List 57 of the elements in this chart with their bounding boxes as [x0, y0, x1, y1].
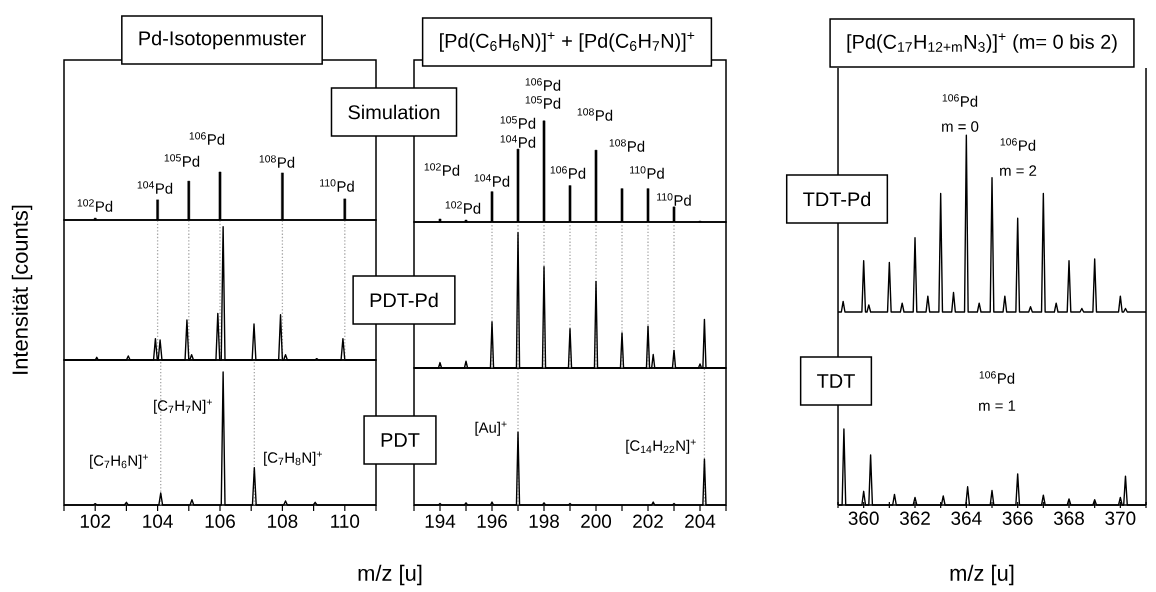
annotation: [C$_{14}$H$_{22}$N]$^{+}$	[626, 439, 696, 454]
text: $^{106}$Pd	[979, 371, 1015, 384]
x-tick-label: 104	[143, 514, 173, 528]
text: m = 0	[942, 121, 979, 132]
annotation: $^{110}$Pd	[657, 193, 691, 206]
annotation: $^{110}$Pd	[320, 179, 354, 192]
annotation: $^{104}$Pd	[500, 135, 536, 148]
annotation: [C$_{7}$H$_{7}$N]$^{+}$	[154, 399, 212, 414]
x-tick-label: 362	[899, 511, 930, 525]
x-tick-label: 360	[848, 511, 879, 525]
chart-title: [Pd(C$_{6}$H$_{6}$N)]$^{+}$ + [Pd(C$_{6}$H$_{7}$N)]$^{+}$	[440, 32, 695, 52]
x-tick-label: 202	[633, 514, 663, 528]
annotation: $^{110}$Pd	[630, 166, 664, 179]
x-tick-label: 196	[477, 514, 507, 528]
x-tick-label: 110	[331, 514, 360, 528]
x-tick-label: 370	[1105, 511, 1136, 525]
annotation: $^{106}$Pd	[550, 166, 586, 179]
chart-title: Pd-Isotopenmuster	[139, 30, 306, 50]
annotation: [C$_{7}$H$_{8}$N]$^{+}$	[264, 451, 322, 466]
annotation: $^{104}$Pd	[474, 174, 510, 187]
chart-subtitle: Simulation	[348, 104, 440, 120]
annotation: $^{106}$Pd	[1000, 138, 1036, 151]
x-tick-label: 198	[529, 514, 559, 528]
text: $^{106}$Pd	[525, 78, 561, 91]
y-axis-title: Intensität [counts]	[11, 205, 33, 374]
annotation: $^{104}$Pd	[137, 181, 173, 194]
x-axis-title: m/z [u]	[358, 564, 422, 586]
annotation: $^{105}$Pd	[500, 116, 536, 129]
text: $^{108}$Pd	[259, 155, 295, 168]
annotation: m = 2	[1000, 165, 1037, 176]
x-tick-label: 194	[425, 514, 456, 528]
text: $^{106}$Pd	[942, 94, 978, 107]
x-axis-title: m/z [u]	[950, 564, 1014, 586]
x-tick-label: 368	[1053, 511, 1084, 525]
x-tick-label: 200	[581, 514, 612, 528]
annotation: $^{102}$Pd	[77, 199, 113, 212]
text: $^{106}$Pd	[189, 132, 225, 145]
chart-title: TDT	[817, 374, 855, 388]
annotation: [Au]$^{+}$	[475, 421, 507, 436]
x-tick-label: 108	[268, 514, 298, 528]
annotation: $^{108}$Pd	[577, 108, 613, 121]
text: $^{105}$Pd	[164, 154, 200, 167]
x-tick-label: 364	[951, 511, 982, 525]
text: TDT-Pd	[803, 191, 871, 207]
text: PDT-Pd	[370, 292, 438, 308]
x-tick-label: 102	[80, 514, 111, 528]
text: PDT	[381, 433, 420, 447]
text: $^{105}$Pd	[525, 96, 561, 109]
x-tick-label: 204	[685, 514, 716, 528]
chart-title: [Pd(C$_{17}$H$_{12+m}$N$_{3}$)]$^{+}$ (m= 0 bis 2)	[847, 33, 1117, 53]
text: m = 1	[979, 400, 1016, 411]
annotation: $^{102}$Pd	[445, 201, 481, 214]
x-tick-label: 366	[1002, 511, 1033, 525]
x-tick-label: 106	[205, 514, 235, 528]
annotation: $^{102}$Pd	[424, 163, 460, 176]
annotation: [C$_{7}$H$_{6}$N]$^{+}$	[90, 454, 148, 469]
annotation: $^{108}$Pd	[609, 139, 645, 152]
